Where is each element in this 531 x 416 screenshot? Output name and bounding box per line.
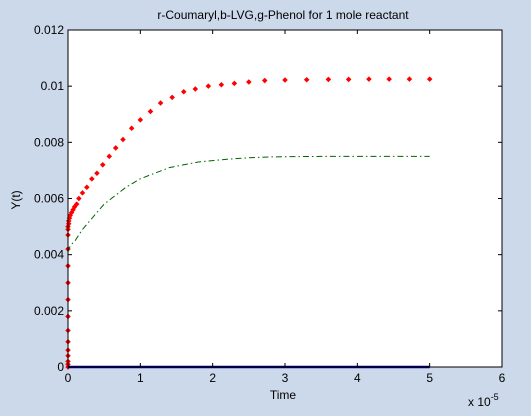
x-axis-multiplier: x 10-5: [468, 392, 499, 409]
red-series-point: [128, 125, 135, 132]
x-tick-label: 1: [137, 371, 144, 385]
x-axis-label: Time: [270, 388, 297, 402]
y-tick-label: 0.004: [34, 248, 64, 262]
red-series-point: [366, 76, 372, 82]
y-tick-label: 0.01: [41, 79, 65, 93]
y-tick-label: 0.012: [34, 23, 64, 37]
y-ticks: 0 0.002 0.004 0.006 0.008 0.01 0.012: [34, 23, 502, 374]
x-tick-label: 3: [282, 371, 289, 385]
x-axis-multiplier-exponent: -5: [491, 392, 499, 402]
red-series-point: [79, 190, 86, 196]
red-series-point: [84, 184, 90, 191]
red-series-point: [112, 145, 119, 151]
red-series-point: [325, 76, 332, 83]
x-tick-label: 2: [209, 371, 216, 385]
red-series-point: [94, 170, 100, 176]
y-tick-label: 0.002: [34, 304, 64, 318]
red-series-point: [205, 83, 212, 89]
red-series-point: [89, 176, 95, 182]
y-tick-label: 0.008: [34, 135, 64, 149]
red-series-point: [303, 76, 310, 83]
red-series-point: [137, 117, 144, 123]
x-ticks: 0 1 2 3 4 5 6: [65, 30, 506, 385]
red-series-point: [192, 86, 199, 92]
y-tick-label: 0: [57, 360, 64, 374]
red-series-point: [386, 76, 392, 82]
x-tick-label: 0: [65, 371, 72, 385]
red-series-point: [147, 108, 154, 115]
red-series-point: [73, 201, 80, 207]
red-series-point: [180, 89, 187, 95]
red-series-point: [426, 76, 433, 82]
x-tick-label: 5: [426, 371, 433, 385]
red-series-point: [282, 77, 288, 83]
red-series-point: [406, 76, 413, 82]
green-series-line: [67, 155, 430, 253]
red-series-point: [169, 94, 175, 101]
chart-title: r-Coumaryl,b-LVG,g-Phenol for 1 mole rea…: [157, 8, 409, 22]
red-series-point: [120, 136, 126, 143]
x-tick-label: 4: [354, 371, 361, 385]
red-series-point: [157, 100, 164, 106]
x-tick-label: 6: [499, 371, 506, 385]
y-tick-label: 0.006: [34, 192, 64, 206]
red-series-point: [99, 162, 106, 168]
red-series-point: [246, 79, 252, 85]
red-series-point: [76, 195, 82, 202]
red-series-point: [71, 204, 78, 210]
plot-area: [68, 30, 502, 367]
red-series-point: [218, 81, 225, 88]
red-series-point: [231, 80, 238, 87]
red-series-point: [70, 206, 76, 213]
red-series-point: [106, 153, 112, 160]
x-axis-multiplier-base: x 10: [468, 395, 491, 409]
y-axis-label: Y(t): [9, 190, 23, 209]
red-series-point: [261, 77, 268, 84]
red-series-point: [345, 76, 352, 83]
